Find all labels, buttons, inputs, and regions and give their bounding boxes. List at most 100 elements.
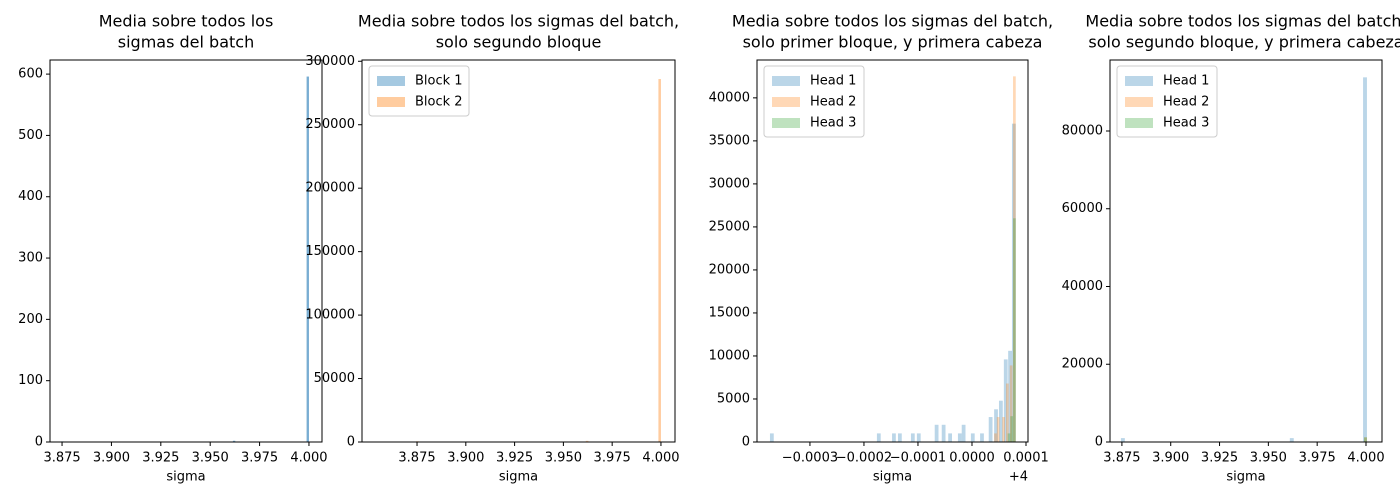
histogram-bar [996,417,1000,442]
y-tick-label: 20000 [709,262,750,277]
y-tick-label: 100 [18,373,43,388]
x-tick-label: 3.925 [142,451,179,466]
y-tick-label: 0 [347,435,355,450]
y-tick-label: 80000 [1062,123,1103,138]
x-tick-label: 3.975 [241,451,278,466]
histogram-bar [980,433,984,442]
y-tick-label: 25000 [709,219,750,234]
histogram-bar [1364,437,1367,442]
legend-swatch [772,118,800,128]
x-tick-label: 3.975 [1299,451,1336,466]
histogram-bar [232,440,236,442]
y-tick-label: 100000 [305,308,355,323]
axes-frame [361,59,676,443]
chart-title: sigmas del batch [118,33,254,52]
x-tick-label: 3.950 [1250,451,1287,466]
histogram-bar [1013,76,1016,442]
y-tick-label: 20000 [1062,357,1103,372]
histogram-bar [897,433,902,442]
x-tick-label: −0.0002 [836,451,892,466]
histogram-bar [948,433,952,442]
chart-title: solo segundo bloque, y primera cabeza [1088,33,1400,52]
y-tick-label: 200 [18,312,43,327]
x-tick-label: 0.0001 [1003,451,1049,466]
x-tick-label: 4.000 [290,451,327,466]
legend-swatch [1125,118,1153,128]
y-tick-label: 40000 [1062,279,1103,294]
histogram-bar [970,433,975,442]
histogram-bar [1008,350,1012,442]
y-tick-label: 60000 [1062,201,1103,216]
chart-title: solo segundo bloque [436,33,602,52]
legend-label: Head 2 [1163,95,1209,110]
x-tick-label: 3.925 [496,451,533,466]
legend-swatch [1125,76,1153,86]
axes-frame [1109,59,1383,443]
legend-label: Block 2 [415,95,463,110]
histogram-bar [1010,416,1014,442]
y-tick-label: 10000 [709,348,750,363]
x-tick-label: 4.000 [642,451,679,466]
y-tick-label: 35000 [709,133,750,148]
y-tick-label: 5000 [717,391,750,406]
y-tick-label: 600 [18,67,43,82]
histogram-bar [934,424,939,442]
y-tick-label: 0 [742,435,750,450]
histogram-bar [1011,123,1016,442]
chart-title: Media sobre todos los sigmas del batch, [358,12,679,31]
axes-frame [756,59,1029,443]
legend-box [763,65,865,138]
legend-swatch [772,76,800,86]
chart-title: Media sobre todos los [99,12,274,31]
x-tick-label: 3.950 [545,451,582,466]
histogram-bar [658,79,661,442]
x-tick-label: 3.900 [447,451,484,466]
x-axis-label: sigma [873,470,912,485]
chart-title: Media sobre todos los sigmas del batch, [732,12,1053,31]
x-tick-label: 3.975 [594,451,631,466]
histogram-bar [998,400,1003,442]
histogram-bar [941,424,946,442]
legend-label: Block 1 [415,74,463,89]
x-tick-label: 3.925 [1201,451,1238,466]
legend-label: Head 1 [810,74,856,89]
y-tick-label: 30000 [709,176,750,191]
histogram-bar [306,76,309,442]
histogram-bar [988,417,993,442]
x-tick-label: 3.950 [192,451,229,466]
y-tick-label: 0 [1095,435,1103,450]
histogram-bar [916,433,921,442]
histogram-bar [994,409,998,442]
x-axis-label: sigma [499,470,538,485]
x-tick-label: −0.0001 [890,451,946,466]
plot-area [61,76,309,442]
x-tick-label: 0.0000 [949,451,995,466]
histogram-bar [1002,417,1005,442]
plot-area [769,76,1016,442]
histogram-bar [1120,438,1125,442]
x-tick-label: 3.900 [93,451,130,466]
histogram-bar [1006,383,1009,442]
histogram-bar [585,440,589,442]
y-tick-label: 250000 [305,117,355,132]
y-tick-label: 400 [18,189,43,204]
x-tick-label: 3.900 [1152,451,1189,466]
legend-box [368,65,470,117]
histogram-bar [957,433,962,442]
histogram-bar [1007,433,1011,442]
legend-label: Head 3 [1163,116,1209,131]
plot-area [1120,77,1367,442]
y-tick-label: 150000 [305,244,355,259]
legend-swatch [1125,97,1153,107]
histogram-bar [1003,359,1008,442]
legend-label: Head 1 [1163,74,1209,89]
histogram-bar [1289,438,1294,442]
x-tick-label: 3.875 [398,451,435,466]
y-tick-label: 15000 [709,305,750,320]
y-tick-label: 300 [18,251,43,266]
histogram-bar [892,433,896,442]
y-tick-label: 300000 [305,54,355,69]
legend-swatch [377,97,405,107]
histogram-bar [1363,77,1367,442]
